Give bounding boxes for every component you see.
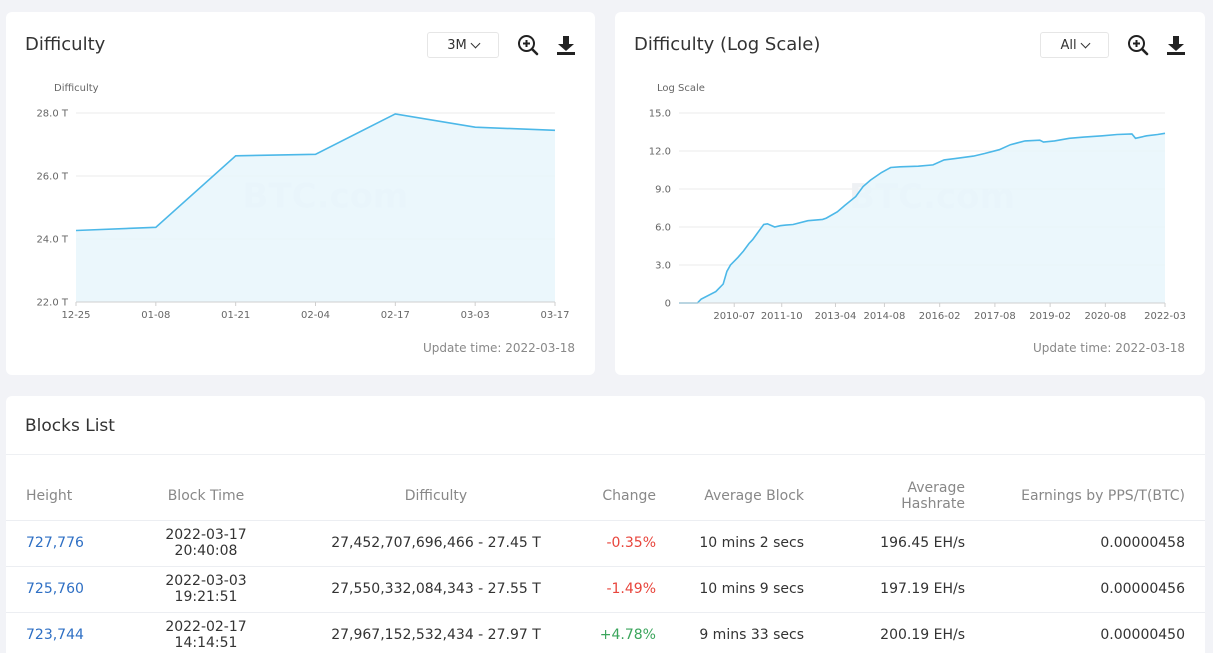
x-tick-label: 2017-08 bbox=[974, 311, 1016, 322]
range-select[interactable]: 3M bbox=[427, 32, 499, 58]
update-time: Update time: 2022-03-18 bbox=[1033, 341, 1185, 355]
x-tick-label: 2019-02 bbox=[1029, 311, 1071, 322]
divider bbox=[6, 454, 1205, 455]
average-block-cell: 9 mins 33 secs bbox=[676, 612, 824, 653]
range-select-value: All bbox=[1060, 37, 1077, 53]
y-tick-label: 26.0 T bbox=[36, 172, 68, 183]
difficulty-chart-title: Difficulty bbox=[25, 34, 106, 55]
series-area bbox=[679, 133, 1165, 303]
download-icon bbox=[1167, 36, 1185, 55]
x-tick-label: 2011-10 bbox=[761, 311, 803, 322]
average-hashrate-cell: 197.19 EH/s bbox=[824, 566, 985, 613]
block-height-cell: 723,744 bbox=[6, 612, 116, 653]
update-time: Update time: 2022-03-18 bbox=[423, 341, 575, 355]
average-hashrate-cell: 200.19 EH/s bbox=[824, 612, 985, 653]
change-cell: -0.35% bbox=[576, 520, 676, 567]
y-tick-label: 22.0 T bbox=[36, 298, 68, 309]
zoom-in-button[interactable] bbox=[1127, 34, 1149, 56]
table-row: 723,744 2022-02-17 14:14:51 27,967,152,5… bbox=[6, 612, 1205, 653]
difficulty-log-chart: Log Scale03.06.09.012.015.0BTC.com2010-0… bbox=[649, 83, 1186, 322]
difficulty-card: Difficulty 3M Difficulty 22.0 T 24.0 T 26.0… bbox=[6, 12, 595, 375]
range-select-value: 3M bbox=[447, 37, 467, 53]
x-tick-label: 02-04 bbox=[301, 310, 330, 321]
x-tick-label: 2022-03 bbox=[1144, 311, 1186, 322]
average-hashrate-cell: 196.45 EH/s bbox=[824, 520, 985, 567]
column-header-difficulty: Difficulty bbox=[296, 472, 576, 521]
zoom-in-button[interactable] bbox=[517, 34, 539, 56]
x-tick-label: 2013-04 bbox=[815, 311, 857, 322]
y-tick-label: 6.0 bbox=[655, 223, 671, 234]
download-button[interactable] bbox=[1165, 34, 1187, 56]
x-tick-label: 2010-07 bbox=[713, 311, 755, 322]
column-header-average-block: Average Block bbox=[676, 472, 824, 521]
column-header-average-hashrate: Average Hashrate bbox=[824, 472, 985, 521]
table-row: 727,776 2022-03-17 20:40:08 27,452,707,6… bbox=[6, 520, 1205, 567]
y-tick-label: 3.0 bbox=[655, 261, 671, 272]
block-height-link[interactable]: 727,776 bbox=[26, 535, 84, 551]
x-tick-label: 03-03 bbox=[461, 310, 490, 321]
column-header-height: Height bbox=[6, 472, 116, 521]
block-height-cell: 725,760 bbox=[6, 566, 116, 613]
download-button[interactable] bbox=[555, 34, 577, 56]
x-tick-label: 03-17 bbox=[540, 310, 569, 321]
average-block-cell: 10 mins 2 secs bbox=[676, 520, 824, 567]
block-height-cell: 727,776 bbox=[6, 520, 116, 567]
x-tick-label: 01-08 bbox=[141, 310, 170, 321]
y-tick-label: 24.0 T bbox=[36, 235, 68, 246]
zoom-in-icon bbox=[518, 35, 539, 56]
y-axis-label: Difficulty bbox=[54, 83, 99, 94]
table-row: 725,760 2022-03-03 19:21:51 27,550,332,0… bbox=[6, 566, 1205, 613]
change-cell: +4.78% bbox=[576, 612, 676, 653]
block-time-cell: 2022-03-17 20:40:08 bbox=[116, 520, 296, 567]
block-time-cell: 2022-03-03 19:21:51 bbox=[116, 566, 296, 613]
x-tick-label: 02-17 bbox=[381, 310, 410, 321]
block-height-link[interactable]: 725,760 bbox=[26, 581, 84, 597]
block-time-cell: 2022-02-17 14:14:51 bbox=[116, 612, 296, 653]
range-select[interactable]: All bbox=[1040, 32, 1109, 58]
column-header-earnings: Earnings by PPS/T(BTC) bbox=[985, 472, 1205, 521]
x-tick-label: 01-21 bbox=[221, 310, 250, 321]
x-tick-label: 2014-08 bbox=[864, 311, 906, 322]
earnings-cell: 0.00000456 bbox=[985, 566, 1205, 613]
earnings-cell: 0.00000450 bbox=[985, 612, 1205, 653]
difficulty-cell: 27,967,152,532,434 - 27.97 T bbox=[296, 612, 576, 653]
x-tick-label: 2020-08 bbox=[1084, 311, 1126, 322]
y-tick-label: 12.0 bbox=[649, 147, 671, 158]
series-line bbox=[75, 113, 556, 232]
x-tick-label: 2016-02 bbox=[919, 311, 961, 322]
y-tick-label: 15.0 bbox=[649, 109, 671, 120]
difficulty-cell: 27,550,332,084,343 - 27.55 T bbox=[296, 566, 576, 613]
column-header-change: Change bbox=[576, 472, 676, 521]
series-area bbox=[76, 113, 555, 303]
blocks-list-title: Blocks List bbox=[25, 416, 115, 436]
block-height-link[interactable]: 723,744 bbox=[26, 627, 84, 643]
difficulty-cell: 27,452,707,696,466 - 27.45 T bbox=[296, 520, 576, 567]
table-header-row: Height Block Time Difficulty Change Aver… bbox=[6, 472, 1205, 521]
earnings-cell: 0.00000458 bbox=[985, 520, 1205, 567]
change-cell: -1.49% bbox=[576, 566, 676, 613]
zoom-in-icon bbox=[1128, 35, 1149, 56]
x-tick-label: 12-25 bbox=[61, 310, 90, 321]
y-tick-label: 9.0 bbox=[655, 185, 671, 196]
blocks-list-card: Blocks List Height Block Time Difficulty… bbox=[6, 396, 1205, 653]
blocks-table: Height Block Time Difficulty Change Aver… bbox=[6, 472, 1205, 653]
log-chart-title: Difficulty (Log Scale) bbox=[634, 34, 821, 55]
column-header-block-time: Block Time bbox=[116, 472, 296, 521]
y-axis-label: Log Scale bbox=[657, 83, 705, 94]
difficulty-log-card: Difficulty (Log Scale) All Log Scale 0 3.0… bbox=[615, 12, 1205, 375]
average-block-cell: 10 mins 9 secs bbox=[676, 566, 824, 613]
y-tick-label: 28.0 T bbox=[36, 109, 68, 120]
y-tick-label: 0 bbox=[665, 299, 671, 310]
series-line bbox=[679, 132, 1166, 304]
download-icon bbox=[557, 36, 575, 55]
